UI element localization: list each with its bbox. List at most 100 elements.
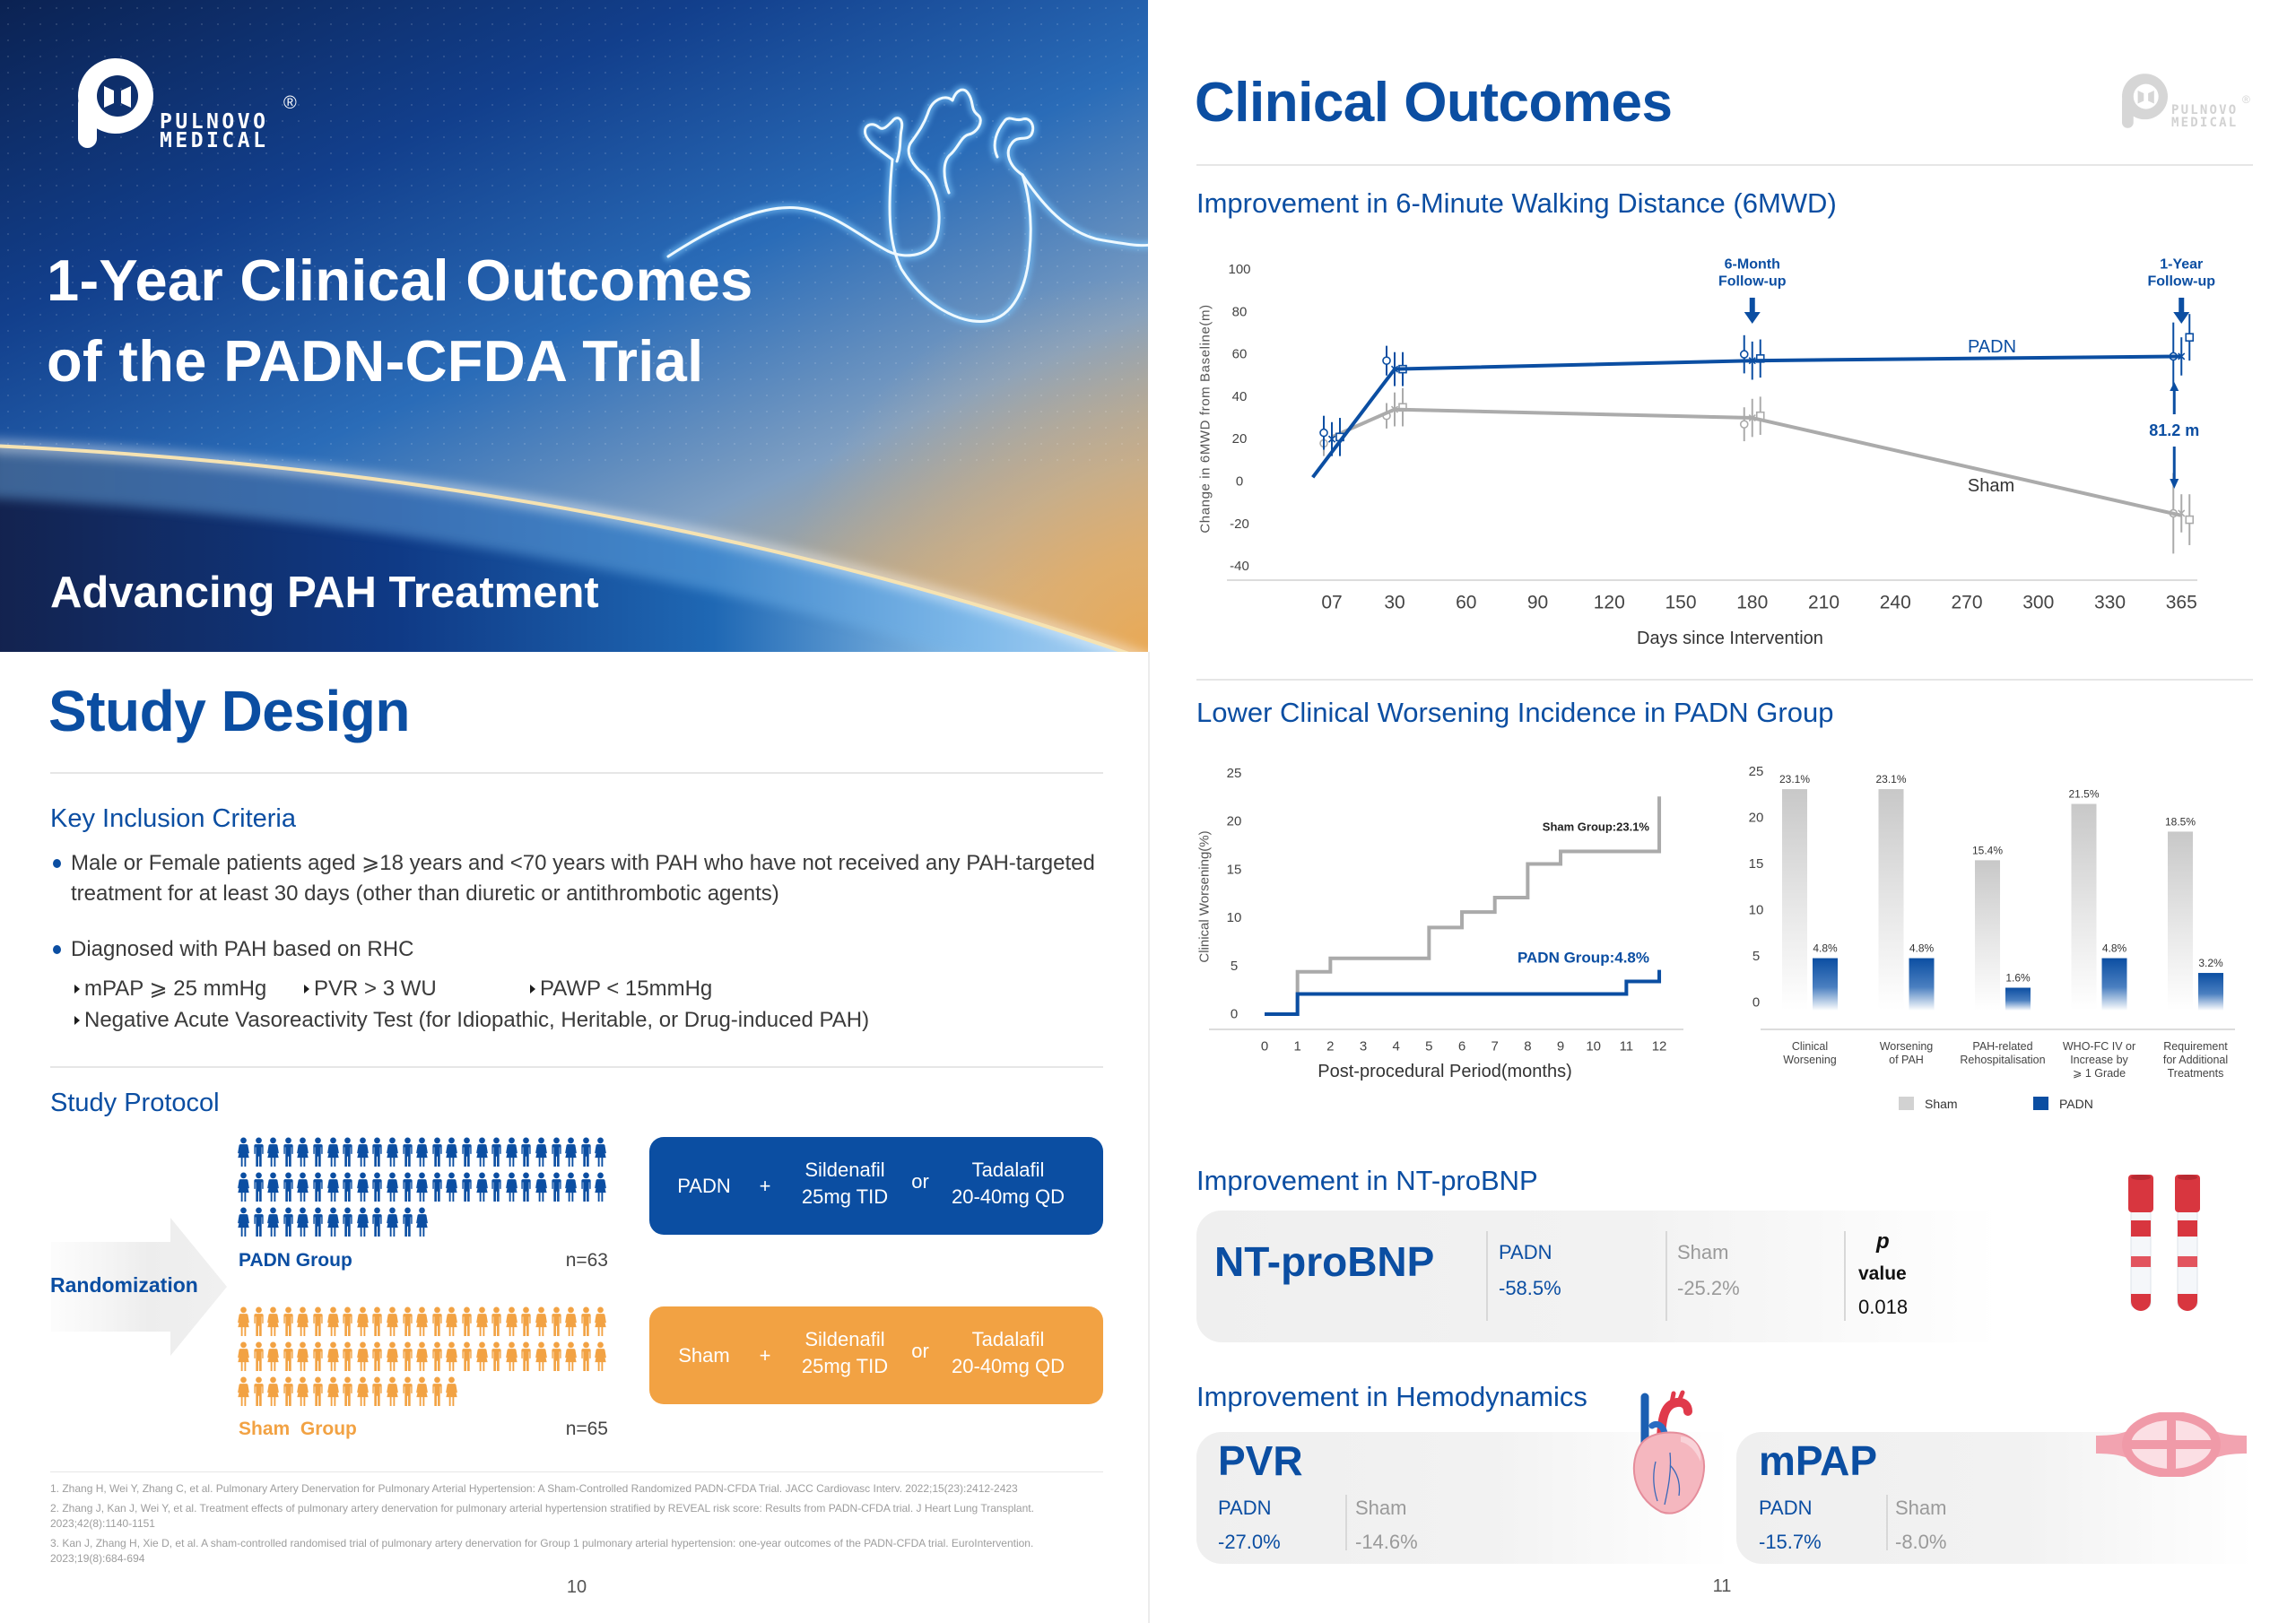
drug-dose: 25mg TID	[801, 1185, 889, 1208]
person-female-icon	[356, 1306, 370, 1337]
card-divider	[1486, 1231, 1488, 1321]
rhc-criterion: PVR > 3 WU	[304, 974, 437, 1004]
category-label: ⩾ 1 Grade	[2073, 1067, 2126, 1080]
triangle-bullet-icon	[74, 1016, 80, 1025]
arm-or: or	[911, 1340, 929, 1362]
person-female-icon	[296, 1306, 309, 1337]
person-male-icon	[401, 1172, 414, 1202]
y-tick-label: 40	[1232, 389, 1248, 404]
hero-title-line-1: 1-Year Clinical Outcomes	[47, 247, 753, 313]
y-axis-title: Clinical Worsening(%)	[1197, 830, 1213, 962]
person-female-icon	[564, 1172, 578, 1202]
person-male-icon	[341, 1172, 354, 1202]
person-male-icon	[282, 1137, 295, 1167]
category-label: PAH-related	[1972, 1040, 2032, 1053]
y-tick-label: 0	[1236, 474, 1243, 490]
person-female-icon	[445, 1137, 458, 1167]
page-number-right: 11	[1712, 1576, 1732, 1596]
person-male-icon	[341, 1207, 354, 1237]
person-female-icon	[445, 1341, 458, 1372]
person-male-icon	[550, 1306, 563, 1337]
pvr-card: PVR PADN -27.0% Sham -14.6%	[1196, 1432, 1730, 1564]
sham-group-label: Sham Group	[239, 1419, 357, 1439]
person-male-icon	[519, 1172, 533, 1202]
p-symbol: p	[1876, 1229, 1890, 1254]
person-male-icon	[401, 1207, 414, 1237]
person-female-icon	[505, 1306, 518, 1337]
arm-drug-sildenafil: Sildenafil 25mg TID	[802, 1157, 888, 1211]
person-male-icon	[430, 1306, 444, 1337]
person-female-icon	[594, 1137, 607, 1167]
person-female-icon	[296, 1137, 309, 1167]
x-tick-label: 60	[1456, 593, 1476, 613]
padn-group-count: n=63	[565, 1250, 608, 1271]
person-female-icon	[237, 1172, 250, 1202]
inclusion-criteria-list: Male or Female patients aged ⩾18 years a…	[50, 848, 1109, 1036]
x-tick-label: 210	[1808, 593, 1839, 613]
data-marker-cross	[1327, 435, 1336, 443]
person-female-icon	[237, 1137, 250, 1167]
category-label: Increase by	[2070, 1054, 2128, 1066]
person-female-icon	[386, 1207, 399, 1237]
logo-line-1: PULNOVO	[160, 110, 269, 134]
x-tick-label: 365	[2166, 593, 2197, 613]
category-label: of PAH	[1889, 1054, 1924, 1066]
person-female-icon	[415, 1376, 429, 1407]
y-tick-label: 20	[1749, 811, 1764, 826]
person-female-icon	[296, 1172, 309, 1202]
x-tick-label: 9	[1557, 1039, 1564, 1055]
x-tick-label: 07	[1321, 593, 1342, 613]
legend-label-padn: PADN	[2059, 1097, 2093, 1111]
person-female-icon	[475, 1341, 489, 1372]
person-female-icon	[266, 1207, 280, 1237]
series-sham	[1319, 387, 2195, 554]
person-male-icon	[370, 1172, 384, 1202]
person-female-icon	[594, 1306, 607, 1337]
logo-wordmark: PULNOVO MEDICAL	[160, 110, 269, 152]
series-line-padn	[1311, 354, 2182, 479]
x-tick-label: 150	[1665, 593, 1696, 613]
person-male-icon	[341, 1306, 354, 1337]
padn-pvr-value: -27.0%	[1218, 1531, 1281, 1553]
legend-swatch-padn	[2033, 1097, 2048, 1110]
clinical-worsening-bar-chart: 051015202523.1%4.8%ClinicalWorsening23.1…	[1749, 764, 2235, 1111]
bar-padn	[1813, 958, 1838, 1011]
sham-group-count: n=65	[565, 1419, 608, 1439]
padn-group-label: PADN Group	[239, 1250, 352, 1271]
person-male-icon	[430, 1137, 444, 1167]
bar-value-label: 3.2%	[2198, 957, 2223, 969]
y-tick-label: -40	[1230, 559, 1249, 574]
person-male-icon	[550, 1137, 563, 1167]
series-line-sham	[1331, 407, 2182, 517]
vasoreactivity-criterion-text: Negative Acute Vasoreactivity Test (for …	[84, 1008, 870, 1032]
person-male-icon	[460, 1172, 474, 1202]
person-female-icon	[386, 1341, 399, 1372]
arm-drug-tadalafil: Tadalafil 20-40mg QD	[952, 1326, 1065, 1380]
padn-label: PADN	[1499, 1241, 1552, 1263]
person-female-icon	[326, 1341, 340, 1372]
hero-title-line-2: of the PADN-CFDA Trial	[47, 328, 704, 394]
person-male-icon	[282, 1376, 295, 1407]
x-tick-label: 330	[2094, 593, 2126, 613]
category-label: Worsening	[1783, 1054, 1837, 1066]
rhc-criterion-text: mPAP ⩾ 25 mmHg	[84, 976, 267, 1001]
down-arrow-head-icon	[2170, 479, 2179, 489]
bar-value-label: 15.4%	[1972, 844, 2003, 856]
registered-mark: ®	[283, 93, 297, 113]
page-number-left: 10	[566, 1577, 587, 1597]
series-label-padn: PADN	[1968, 337, 2016, 357]
data-marker-circle	[1319, 428, 1328, 438]
section-divider	[50, 1066, 1103, 1068]
person-female-icon	[445, 1172, 458, 1202]
person-female-icon	[594, 1172, 607, 1202]
person-female-icon	[266, 1341, 280, 1372]
person-male-icon	[341, 1376, 354, 1407]
person-female-icon	[326, 1137, 340, 1167]
clinical-outcomes-title: Clinical Outcomes	[1195, 72, 1673, 134]
person-female-icon	[356, 1172, 370, 1202]
data-marker-circle	[1739, 420, 1749, 429]
